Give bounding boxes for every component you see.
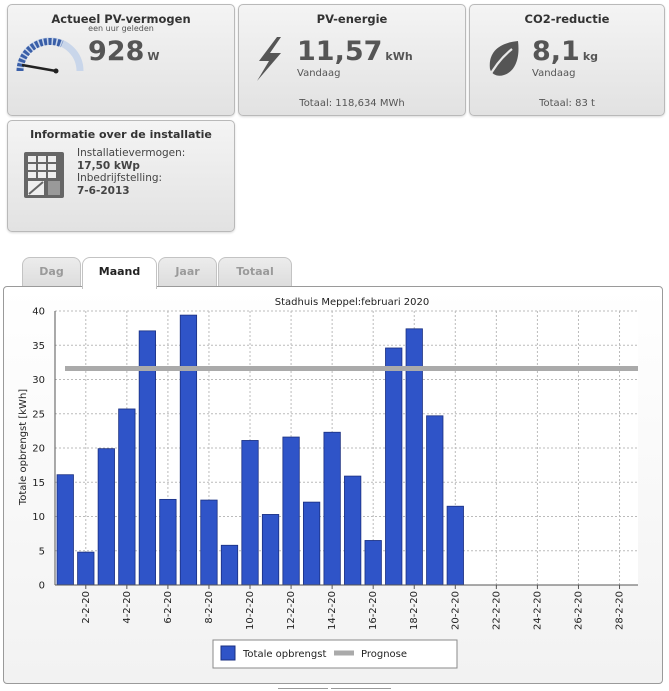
bar xyxy=(282,436,300,586)
tab-maand[interactable]: Maand xyxy=(82,257,157,289)
x-tick-label: 10-2-20 xyxy=(245,591,256,630)
installation-info-lines: Installatievermogen: 17,50 kWp Inbedrijf… xyxy=(77,147,185,197)
x-tick-label: 20-2-20 xyxy=(450,591,461,630)
x-tick-label: 18-2-20 xyxy=(409,591,420,630)
x-tick-label: 12-2-20 xyxy=(286,591,297,630)
bar xyxy=(118,408,136,586)
bar xyxy=(200,499,218,586)
legend-box xyxy=(212,639,458,669)
commission-label: Inbedrijfstelling: xyxy=(77,172,163,184)
x-tick-label: 6-2-20 xyxy=(163,591,174,624)
x-tick-label: 14-2-20 xyxy=(327,591,338,630)
bar xyxy=(77,551,95,586)
bar xyxy=(385,347,403,586)
tab-totaal[interactable]: Totaal xyxy=(218,257,292,288)
y-tick-label: 20 xyxy=(32,444,45,455)
x-tick-label: 4-2-20 xyxy=(122,591,133,624)
x-tick-label: 22-2-20 xyxy=(491,591,502,630)
installation-info-tile: Informatie over de installatie Installat… xyxy=(7,120,235,232)
leaf-icon xyxy=(487,41,519,80)
bar xyxy=(56,474,74,586)
y-tick-label: 40 xyxy=(32,307,45,318)
co2-value-wrap: 8,1 kg xyxy=(532,36,598,67)
capacity-label: Installatievermogen: xyxy=(77,147,186,159)
pv-energy-unit: kWh xyxy=(385,50,413,63)
bar xyxy=(446,505,464,586)
pv-energy-total: Totaal: 118,634 MWh xyxy=(299,98,405,109)
x-tick-label: 24-2-20 xyxy=(532,591,543,630)
x-tick-label: 16-2-20 xyxy=(368,591,379,630)
bar xyxy=(323,431,341,586)
x-tick-label: 28-2-20 xyxy=(615,591,626,630)
bar xyxy=(344,475,362,586)
y-tick-label: 15 xyxy=(32,478,45,489)
installation-info-title: Informatie over de installatie xyxy=(30,128,212,141)
lightning-icon xyxy=(257,37,281,81)
bar xyxy=(426,415,444,586)
pv-power-subtitle: een uur geleden xyxy=(88,24,154,33)
bar xyxy=(159,498,177,586)
commission-value: 7-6-2013 xyxy=(77,184,130,197)
pv-energy-tile: PV-energie 11,57 kWh Vandaag Totaal: 118,… xyxy=(238,4,466,116)
co2-tile: CO2-reductie 8,1 kg Vandaag Totaal: 83 t xyxy=(469,4,665,116)
legend-swatch-bars xyxy=(220,645,236,661)
legend-label-prognose: Prognose xyxy=(361,649,407,660)
pv-power-value-wrap: 928 W xyxy=(88,36,160,67)
pv-power-value: 928 xyxy=(88,36,145,67)
bar xyxy=(364,540,382,586)
pv-energy-value-wrap: 11,57 kWh xyxy=(297,36,413,67)
pv-power-unit: W xyxy=(147,50,160,63)
y-tick-label: 35 xyxy=(32,341,45,352)
solar-panel-icon xyxy=(24,152,64,198)
y-tick-label: 5 xyxy=(39,546,45,557)
chart-title: Stadhuis Meppel:februari 2020 xyxy=(275,297,429,308)
co2-value: 8,1 xyxy=(532,36,580,67)
co2-title: CO2-reductie xyxy=(524,12,610,26)
x-tick-label: 8-2-20 xyxy=(204,591,215,624)
bar xyxy=(261,514,280,586)
x-tick-label: 26-2-20 xyxy=(573,591,584,630)
pv-energy-title: PV-energie xyxy=(316,12,388,26)
pv-energy-value: 11,57 xyxy=(297,36,383,67)
co2-unit: kg xyxy=(582,50,599,63)
co2-total: Totaal: 83 t xyxy=(539,98,595,109)
y-tick-label: 25 xyxy=(32,409,45,420)
gauge-icon xyxy=(16,37,84,74)
x-tick-label: 2-2-20 xyxy=(81,591,92,624)
co2-period: Vandaag xyxy=(532,68,576,79)
y-axis-label: Totale opbrengst [kWh] xyxy=(18,389,29,506)
bar xyxy=(220,544,239,586)
pv-power-title: Actueel PV-vermogen xyxy=(51,12,191,26)
tab-jaar[interactable]: Jaar xyxy=(158,257,217,288)
footer-divider-right xyxy=(331,688,391,689)
bar xyxy=(302,501,321,586)
pv-energy-period: Vandaag xyxy=(297,68,341,79)
pv-power-tile: Actueel PV-vermogen een uur geleden 928 W xyxy=(7,4,235,116)
legend-label-bars: Totale opbrengst xyxy=(242,649,326,660)
bar xyxy=(179,314,198,586)
y-tick-label: 30 xyxy=(32,375,45,386)
y-tick-label: 0 xyxy=(39,581,45,592)
footer-divider-left xyxy=(278,688,328,689)
bar xyxy=(97,448,115,586)
capacity-value: 17,50 kWp xyxy=(77,159,140,172)
tab-dag[interactable]: Dag xyxy=(22,257,81,288)
bar xyxy=(241,440,259,586)
y-tick-label: 10 xyxy=(32,512,45,523)
